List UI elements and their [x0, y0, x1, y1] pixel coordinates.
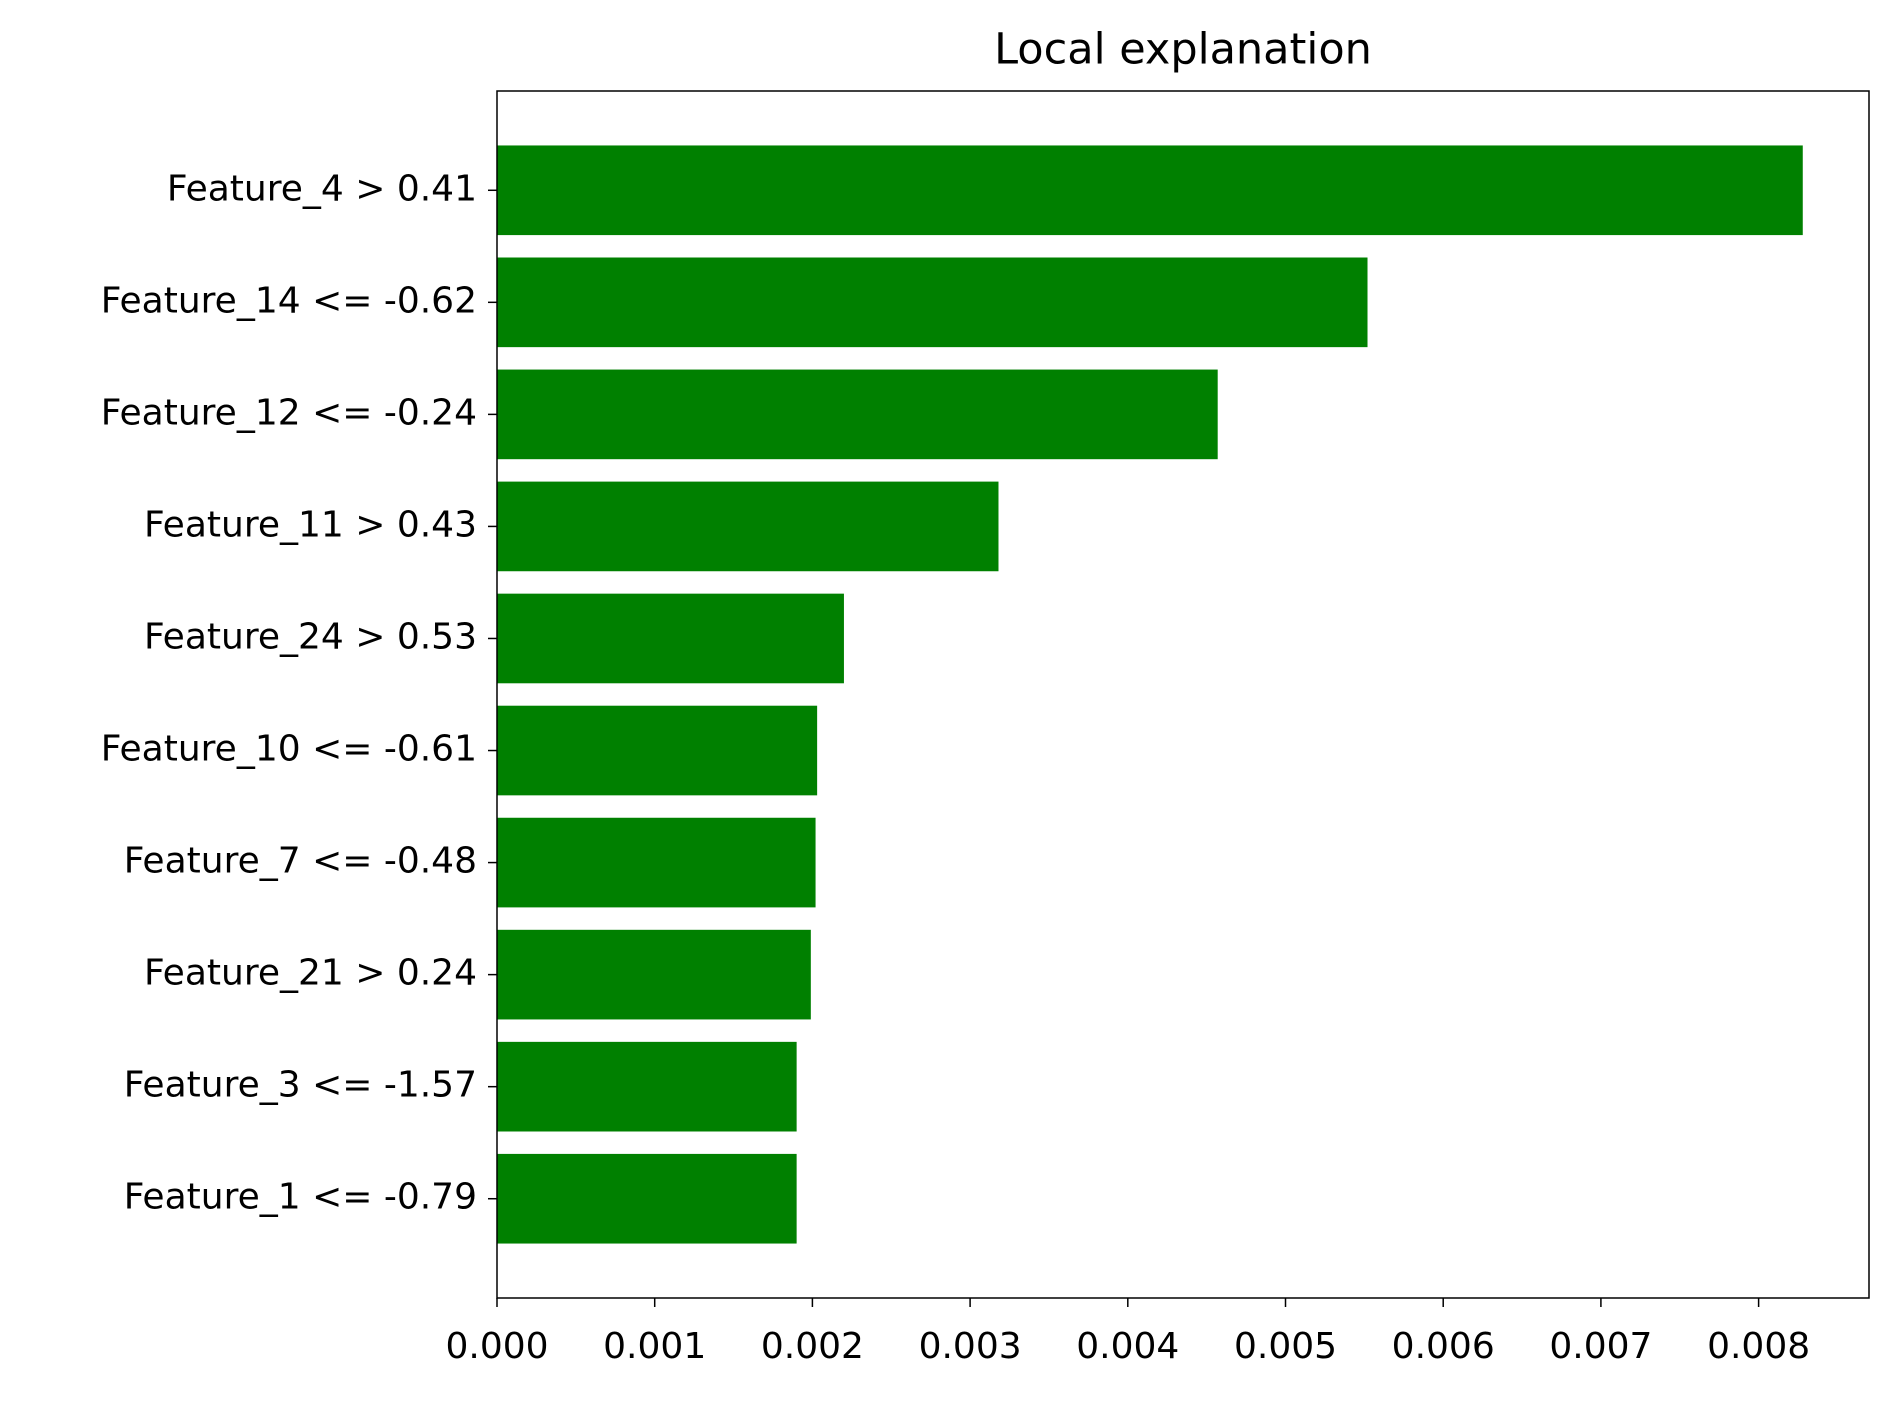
bar — [497, 817, 816, 908]
bar — [497, 369, 1218, 460]
y-tick-label: Feature_7 <= -0.48 — [124, 841, 477, 882]
bar — [497, 257, 1368, 348]
bar — [497, 929, 811, 1020]
x-tick-label: 0.006 — [1392, 1326, 1495, 1367]
y-tick-label: Feature_11 > 0.43 — [144, 504, 477, 545]
x-tick-label: 0.003 — [919, 1326, 1022, 1367]
chart-title: Local explanation — [994, 25, 1372, 75]
bar — [497, 145, 1803, 236]
y-tick-label: Feature_10 <= -0.61 — [101, 729, 477, 770]
y-tick-label: Feature_21 > 0.24 — [144, 953, 477, 994]
y-tick-label: Feature_4 > 0.41 — [167, 168, 477, 209]
bar — [497, 1041, 797, 1132]
x-tick-label: 0.008 — [1707, 1326, 1810, 1367]
y-tick-label: Feature_24 > 0.53 — [144, 616, 477, 657]
x-tick-label: 0.001 — [603, 1326, 706, 1367]
x-tick-label: 0.007 — [1549, 1326, 1652, 1367]
y-tick-label: Feature_12 <= -0.24 — [101, 392, 477, 433]
bar — [497, 481, 999, 572]
plot-frame — [496, 90, 1870, 1299]
x-tick-label: 0.004 — [1076, 1326, 1179, 1367]
x-tick-label: 0.005 — [1234, 1326, 1337, 1367]
y-tick-label: Feature_3 <= -1.57 — [124, 1065, 477, 1106]
y-tick-label: Feature_14 <= -0.62 — [101, 280, 477, 321]
bar — [497, 705, 818, 796]
y-tick-label: Feature_1 <= -0.79 — [124, 1177, 477, 1218]
bar — [497, 1153, 797, 1244]
bar — [497, 593, 844, 684]
x-tick-label: 0.000 — [445, 1326, 548, 1367]
x-tick-label: 0.002 — [761, 1326, 864, 1367]
